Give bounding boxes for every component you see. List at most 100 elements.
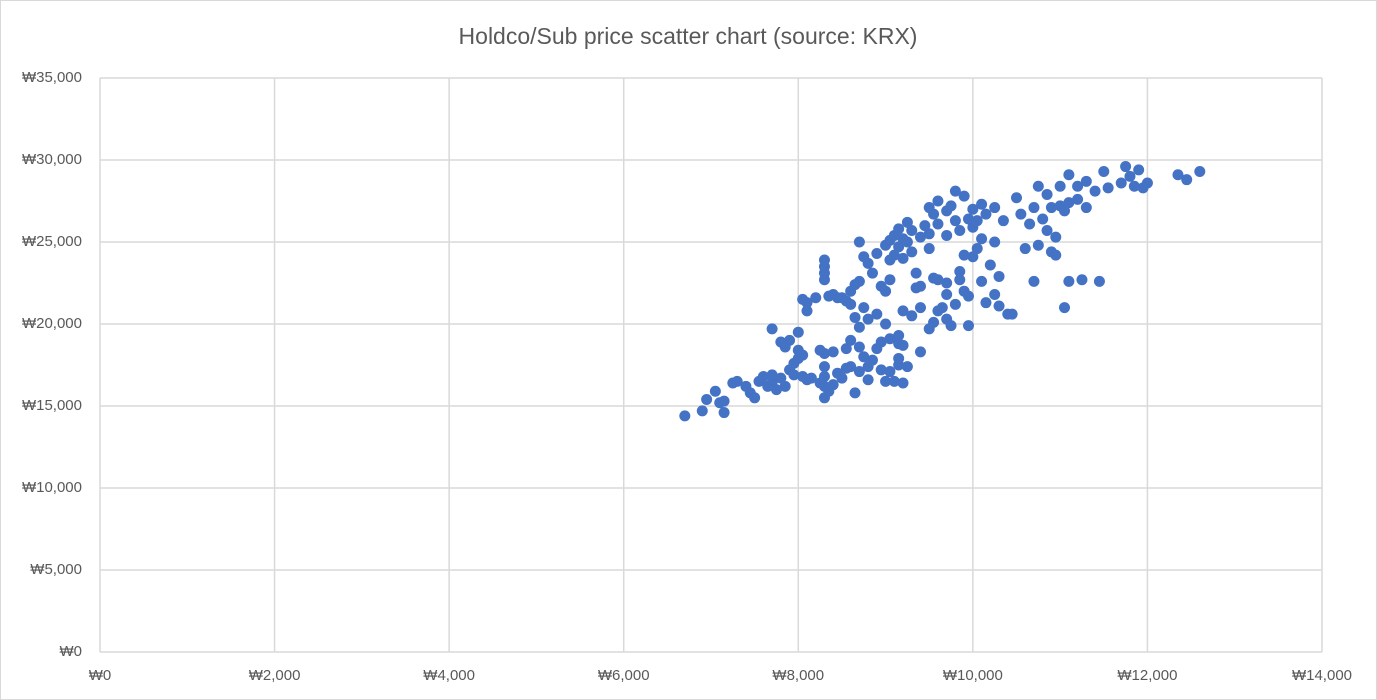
scatter-point bbox=[1041, 188, 1053, 200]
scatter-point bbox=[1098, 165, 1110, 177]
scatter-point bbox=[914, 302, 926, 314]
scatter-point bbox=[884, 366, 896, 378]
scatter-point bbox=[954, 266, 966, 278]
scatter-point bbox=[1024, 218, 1036, 230]
scatter-point bbox=[853, 366, 865, 378]
scatter-point bbox=[914, 346, 926, 358]
scatter-point bbox=[1194, 165, 1206, 177]
scatter-point bbox=[949, 215, 961, 227]
y-tick-label: ₩35,000 bbox=[22, 69, 82, 86]
scatter-point bbox=[779, 341, 791, 353]
scatter-point bbox=[910, 267, 922, 279]
scatter-point bbox=[928, 316, 940, 328]
scatter-point bbox=[914, 280, 926, 292]
scatter-point bbox=[1006, 308, 1018, 320]
scatter-point bbox=[801, 305, 813, 317]
scatter-point bbox=[814, 377, 826, 389]
scatter-point bbox=[962, 320, 974, 332]
scatter-point bbox=[858, 302, 870, 314]
scatter-point bbox=[928, 208, 940, 220]
scatter-point bbox=[1072, 180, 1084, 192]
scatter-point bbox=[788, 369, 800, 381]
scatter-point bbox=[1032, 180, 1044, 192]
scatter-point bbox=[1041, 225, 1053, 237]
scatter-point bbox=[1032, 239, 1044, 251]
scatter-point bbox=[731, 375, 743, 387]
scatter-point bbox=[932, 305, 944, 317]
scatter-point bbox=[897, 339, 909, 351]
scatter-point bbox=[1072, 193, 1084, 205]
scatter-point bbox=[1172, 169, 1184, 181]
scatter-point bbox=[766, 323, 778, 335]
scatter-point bbox=[958, 190, 970, 202]
scatter-point bbox=[1019, 243, 1031, 255]
y-tick-label: ₩5,000 bbox=[30, 561, 82, 578]
scatter-point bbox=[766, 369, 778, 381]
scatter-point bbox=[962, 213, 974, 225]
scatter-point bbox=[980, 297, 992, 309]
scatter-point bbox=[1050, 231, 1062, 243]
scatter-point bbox=[1050, 249, 1062, 261]
scatter-point bbox=[884, 274, 896, 286]
scatter-point bbox=[954, 225, 966, 237]
scatter-point bbox=[775, 372, 787, 384]
scatter-point bbox=[941, 229, 953, 241]
scatter-point bbox=[858, 351, 870, 363]
scatter-point bbox=[1076, 274, 1088, 286]
scatter-point bbox=[976, 233, 988, 245]
scatter-point bbox=[1063, 169, 1075, 181]
scatter-point bbox=[827, 346, 839, 358]
scatter-point bbox=[888, 249, 900, 261]
scatter-point bbox=[1045, 202, 1057, 214]
scatter-point bbox=[971, 215, 983, 227]
scatter-point bbox=[932, 195, 944, 207]
scatter-point bbox=[770, 384, 782, 396]
scatter-point bbox=[893, 329, 905, 341]
scatter-point bbox=[967, 251, 979, 263]
scatter-point bbox=[1089, 185, 1101, 197]
scatter-point bbox=[971, 243, 983, 255]
scatter-point bbox=[962, 290, 974, 302]
scatter-point bbox=[901, 216, 913, 228]
scatter-point bbox=[853, 236, 865, 248]
scatter-point bbox=[1102, 182, 1114, 194]
scatter-point bbox=[871, 308, 883, 320]
scatter-point bbox=[880, 318, 892, 330]
scatter-point bbox=[893, 359, 905, 371]
scatter-point bbox=[871, 247, 883, 259]
scatter-point bbox=[701, 393, 713, 405]
scatter-point bbox=[897, 377, 909, 389]
scatter-point bbox=[875, 364, 887, 376]
scatter-point bbox=[880, 285, 892, 297]
scatter-point bbox=[989, 288, 1001, 300]
scatter-point bbox=[1080, 175, 1092, 187]
scatter-point bbox=[949, 185, 961, 197]
scatter-point bbox=[853, 321, 865, 333]
scatter-point bbox=[1028, 202, 1040, 214]
scatter-point bbox=[893, 241, 905, 253]
scatter-point bbox=[1124, 170, 1136, 182]
scatter-point bbox=[849, 387, 861, 399]
scatter-point bbox=[923, 228, 935, 240]
scatter-point bbox=[853, 275, 865, 287]
scatter-point bbox=[805, 372, 817, 384]
y-tick-label: ₩0 bbox=[60, 643, 83, 660]
scatter-point bbox=[718, 395, 730, 407]
scatter-point bbox=[779, 380, 791, 392]
scatter-point bbox=[862, 313, 874, 325]
scatter-point bbox=[853, 341, 865, 353]
scatter-point bbox=[818, 361, 830, 373]
scatter-point bbox=[884, 333, 896, 345]
scatter-point bbox=[997, 215, 1009, 227]
scatter-point bbox=[1028, 275, 1040, 287]
scatter-point bbox=[792, 326, 804, 338]
scatter-point bbox=[866, 354, 878, 366]
scatter-point bbox=[1133, 164, 1145, 176]
x-tick-label: ₩12,000 bbox=[1117, 667, 1177, 684]
scatter-point bbox=[945, 320, 957, 332]
scatter-point bbox=[709, 385, 721, 397]
scatter-point bbox=[827, 379, 839, 391]
scatter-point bbox=[862, 257, 874, 269]
scatter-point bbox=[1115, 177, 1127, 189]
